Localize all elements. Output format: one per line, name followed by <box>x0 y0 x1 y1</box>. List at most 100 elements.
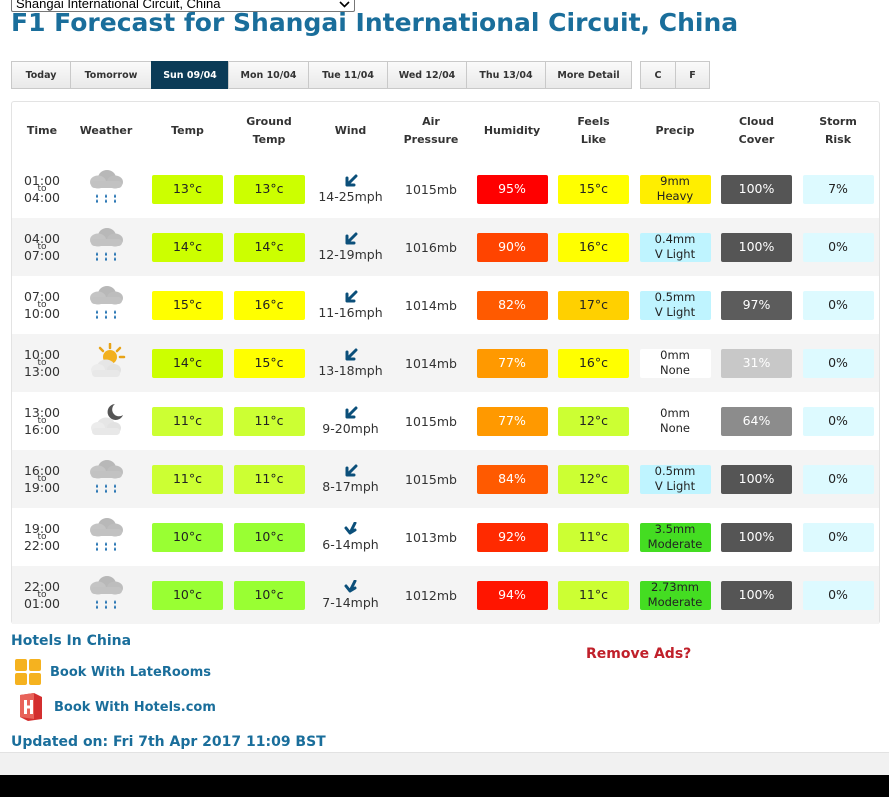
weather-cell <box>72 276 140 334</box>
temp-cell: 14°c <box>147 334 228 392</box>
precip-cell: 0mm None <box>634 334 716 392</box>
pressure-cell: 1014mb <box>391 334 471 392</box>
rain-cloud-icon <box>86 227 126 267</box>
precip-amount: 2.73mm <box>650 580 699 594</box>
time-to-word: to <box>37 184 47 194</box>
ground-temp-cell: 10°c <box>228 508 310 566</box>
wind-arrow-icon <box>344 522 356 535</box>
precip-amount: 0mm <box>660 406 690 420</box>
cloud-cover-value: 100% <box>721 232 792 262</box>
header-time: Time <box>26 124 58 137</box>
storm-risk-cell: 7% <box>797 160 879 218</box>
time-to-word: to <box>37 416 47 426</box>
header-air-pressure: Air Pressure <box>403 115 459 146</box>
feels-like-value: 15°c <box>558 174 629 204</box>
precip-description: V Light <box>654 479 696 493</box>
wind-arrow-icon <box>345 174 357 187</box>
temp-value: 14°c <box>152 348 223 378</box>
tab-tue-11-04[interactable]: Tue 11/04 <box>308 61 387 89</box>
track-select[interactable]: Shangai International Circuit, China <box>11 0 355 12</box>
temp-value: 11°c <box>152 464 223 494</box>
ground-temp-cell: 13°c <box>228 160 310 218</box>
feels-like-cell: 12°c <box>553 450 634 508</box>
temp-cell: 11°c <box>147 450 228 508</box>
feels-like-cell: 12°c <box>553 392 634 450</box>
table-row: 07:00 to 10:00 15°c 16°c 11-16mph <box>12 276 879 334</box>
temp-cell: 10°c <box>147 508 228 566</box>
time-from: 10:00 <box>23 347 61 362</box>
rain-cloud-icon <box>86 517 126 557</box>
temp-value: 10°c <box>152 522 223 552</box>
pressure-cell: 1015mb <box>391 392 471 450</box>
storm-risk-value: 0% <box>802 232 874 262</box>
tab-today[interactable]: Today <box>11 61 70 89</box>
ground-temp-value: 10°c <box>233 580 305 610</box>
time-from: 04:00 <box>23 231 61 246</box>
time-from: 16:00 <box>23 463 61 478</box>
precip-amount: 0.5mm <box>654 464 696 478</box>
time-to-word: to <box>37 590 47 600</box>
ground-temp-cell: 11°c <box>228 450 310 508</box>
wind-arrow-icon <box>345 290 357 303</box>
rain-cloud-icon <box>86 169 126 209</box>
time-until: 10:00 <box>23 306 61 321</box>
book-laterooms-link[interactable]: Book With LateRooms <box>14 658 211 686</box>
feels-like-value: 11°c <box>558 580 629 610</box>
pressure-cell: 1013mb <box>391 508 471 566</box>
precip-amount: 9mm <box>660 174 690 188</box>
tab-more-detail[interactable]: More Detail <box>545 61 632 89</box>
time-cell: 07:00 to 10:00 <box>12 276 72 334</box>
pressure-value: 1016mb <box>405 239 457 255</box>
wind-arrow-icon <box>344 580 356 593</box>
ground-temp-cell: 11°c <box>228 392 310 450</box>
humidity-cell: 82% <box>471 276 553 334</box>
feels-like-value: 12°c <box>558 406 629 436</box>
weather-cell <box>72 160 140 218</box>
time-to-word: to <box>37 358 47 368</box>
time-from: 22:00 <box>23 579 61 594</box>
storm-risk-cell: 0% <box>797 334 879 392</box>
humidity-value: 77% <box>476 406 548 436</box>
cloud-cover-cell: 100% <box>716 450 797 508</box>
header-feels-like: Feels Like <box>577 115 610 146</box>
pressure-cell: 1015mb <box>391 450 471 508</box>
fahrenheit-button[interactable]: F <box>675 61 710 89</box>
tab-wed-12-04[interactable]: Wed 12/04 <box>387 61 466 89</box>
footer-black-bar <box>0 775 889 797</box>
precip-badge: 0.5mm V Light <box>639 290 711 320</box>
footer-bar <box>0 752 889 775</box>
remove-ads-link[interactable]: Remove Ads? <box>586 646 692 662</box>
humidity-cell: 95% <box>471 160 553 218</box>
tab-tomorrow[interactable]: Tomorrow <box>70 61 151 89</box>
time-until: 07:00 <box>23 248 61 263</box>
feels-like-cell: 15°c <box>553 160 634 218</box>
pressure-value: 1015mb <box>405 413 457 429</box>
storm-risk-value: 0% <box>802 290 874 320</box>
tab-mon-10-04[interactable]: Mon 10/04 <box>228 61 308 89</box>
table-header: Time Weather Temp Ground Temp Wind Air Pre… <box>12 102 879 160</box>
table-row: 10:00 to 13:00 14°c 15°c 13-18mph <box>12 334 879 392</box>
feels-like-value: 11°c <box>558 522 629 552</box>
temp-cell: 13°c <box>147 160 228 218</box>
tab-sun-09-04[interactable]: Sun 09/04 <box>151 61 228 89</box>
table-row: 19:00 to 22:00 10°c 10°c 6-14mph <box>12 508 879 566</box>
header-temp: Temp <box>171 124 204 137</box>
cloud-cover-value: 31% <box>721 348 792 378</box>
book-hotels-com-link[interactable]: Book With Hotels.com <box>14 691 216 723</box>
time-cell: 04:00 to 07:00 <box>12 218 72 276</box>
celsius-button[interactable]: C <box>640 61 675 89</box>
time-until: 16:00 <box>23 422 61 437</box>
tab-thu-13-04[interactable]: Thu 13/04 <box>466 61 545 89</box>
wind-arrow-icon <box>345 406 357 419</box>
precip-description: None <box>659 421 690 435</box>
precip-amount: 0.5mm <box>654 290 696 304</box>
precip-amount: 3.5mm <box>654 522 696 536</box>
pressure-cell: 1016mb <box>391 218 471 276</box>
precip-badge: 9mm Heavy <box>639 174 711 204</box>
ground-temp-cell: 14°c <box>228 218 310 276</box>
storm-risk-value: 0% <box>802 580 874 610</box>
storm-risk-value: 0% <box>802 522 874 552</box>
temp-value: 15°c <box>152 290 223 320</box>
storm-risk-cell: 0% <box>797 392 879 450</box>
cloud-cover-value: 100% <box>721 522 792 552</box>
